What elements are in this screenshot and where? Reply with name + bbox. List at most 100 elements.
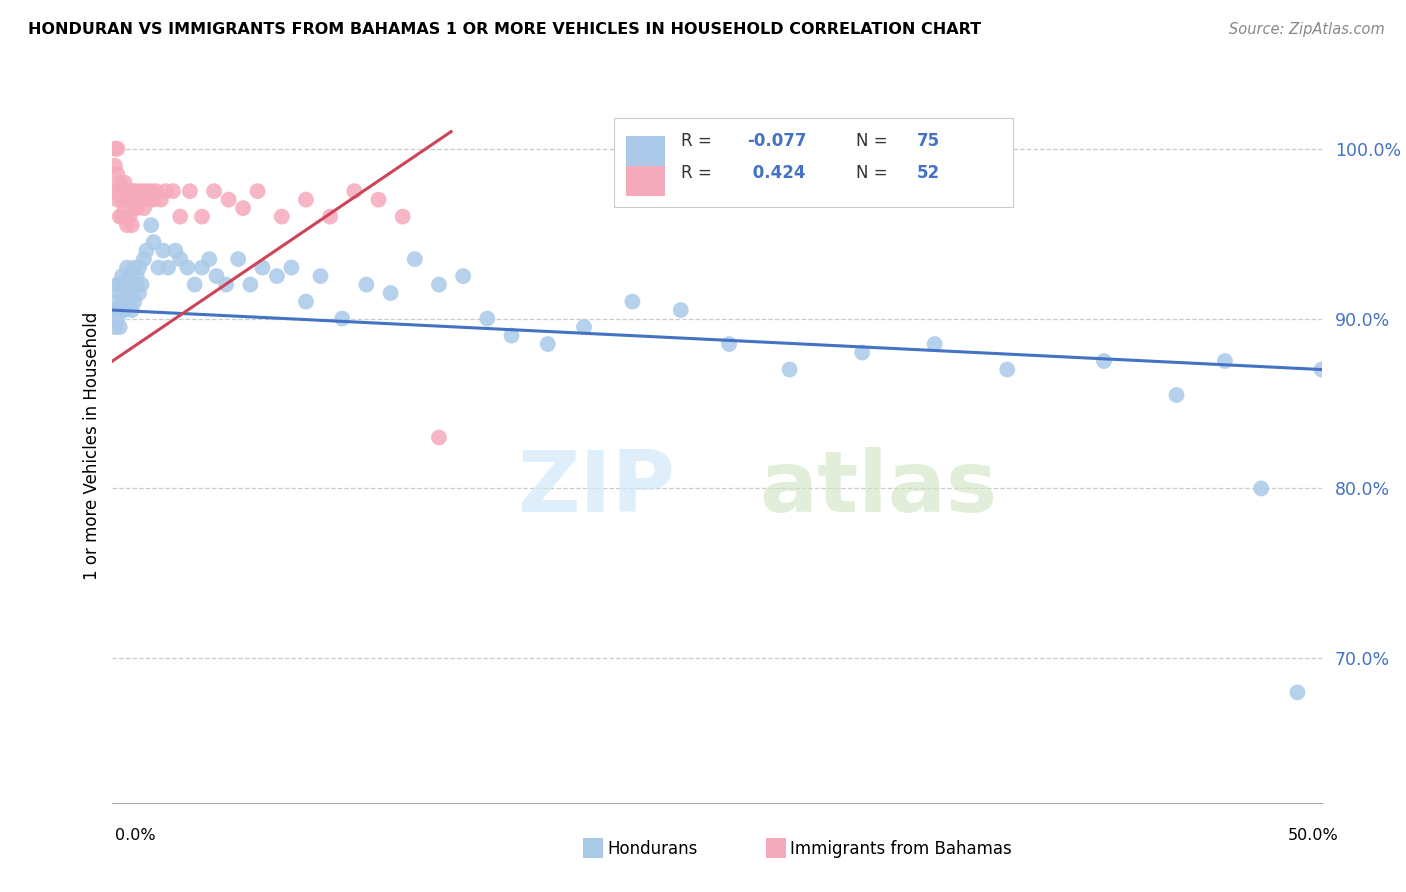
Point — [145, 184, 167, 198]
Point — [108, 320, 131, 334]
Point — [121, 184, 143, 198]
Point — [179, 184, 201, 198]
Point — [191, 210, 214, 224]
Point — [330, 311, 353, 326]
Point — [104, 184, 127, 198]
Point — [131, 277, 153, 292]
Point — [266, 269, 288, 284]
Point — [165, 244, 187, 258]
Point — [427, 430, 450, 444]
Point — [115, 260, 138, 275]
Point — [118, 269, 141, 284]
Text: -0.077: -0.077 — [748, 132, 807, 150]
Point — [128, 260, 150, 275]
Point — [132, 252, 155, 266]
Text: Immigrants from Bahamas: Immigrants from Bahamas — [790, 840, 1012, 858]
Point — [135, 244, 157, 258]
Point — [205, 269, 228, 284]
Point — [122, 184, 145, 198]
Point — [1213, 354, 1236, 368]
Point — [718, 337, 741, 351]
Point — [115, 193, 138, 207]
Point — [1286, 685, 1309, 699]
Point — [115, 218, 138, 232]
Point — [114, 294, 136, 309]
Point — [246, 184, 269, 198]
Point — [105, 294, 128, 309]
Text: ZIP: ZIP — [517, 447, 675, 531]
Point — [270, 210, 292, 224]
Point — [1092, 354, 1115, 368]
Point — [142, 193, 165, 207]
Point — [108, 210, 131, 224]
Text: R =: R = — [681, 132, 717, 150]
Point — [142, 235, 165, 249]
Point — [115, 277, 138, 292]
Point — [118, 193, 141, 207]
Point — [118, 184, 141, 198]
Point — [131, 184, 153, 198]
Point — [851, 345, 873, 359]
Point — [183, 277, 205, 292]
Point — [295, 193, 318, 207]
Point — [114, 176, 136, 190]
Point — [104, 159, 127, 173]
Text: HONDURAN VS IMMIGRANTS FROM BAHAMAS 1 OR MORE VEHICLES IN HOUSEHOLD CORRELATION : HONDURAN VS IMMIGRANTS FROM BAHAMAS 1 OR… — [28, 22, 981, 37]
Point — [138, 193, 160, 207]
Point — [404, 252, 426, 266]
Point — [1310, 362, 1333, 376]
Point — [380, 286, 402, 301]
Point — [111, 210, 134, 224]
Text: N =: N = — [856, 164, 893, 182]
Text: 52: 52 — [917, 164, 939, 182]
Point — [149, 193, 172, 207]
Text: 0.0%: 0.0% — [115, 828, 156, 843]
Point — [114, 277, 136, 292]
Point — [1166, 388, 1188, 402]
Point — [105, 142, 128, 156]
Point — [669, 303, 692, 318]
Point — [367, 193, 389, 207]
Point — [114, 201, 136, 215]
Point — [118, 210, 141, 224]
Point — [114, 210, 136, 224]
Bar — [614, 118, 1014, 207]
Bar — [626, 166, 665, 196]
Point — [121, 277, 143, 292]
Text: N =: N = — [856, 132, 893, 150]
Text: Source: ZipAtlas.com: Source: ZipAtlas.com — [1229, 22, 1385, 37]
Point — [356, 277, 378, 292]
Point — [501, 328, 523, 343]
Point — [105, 167, 128, 181]
Point — [114, 303, 136, 318]
Point — [118, 294, 141, 309]
Y-axis label: 1 or more Vehicles in Household: 1 or more Vehicles in Household — [83, 312, 101, 580]
Point — [128, 286, 150, 301]
Point — [108, 303, 131, 318]
Point — [121, 193, 143, 207]
Point — [391, 210, 413, 224]
Point — [1250, 482, 1272, 496]
Point — [122, 260, 145, 275]
Point — [135, 184, 157, 198]
Point — [155, 184, 177, 198]
Point — [104, 142, 127, 156]
Point — [141, 184, 163, 198]
Point — [309, 269, 332, 284]
Point — [218, 193, 240, 207]
Point — [105, 277, 128, 292]
Point — [198, 252, 221, 266]
Point — [118, 286, 141, 301]
Point — [115, 286, 138, 301]
Text: R =: R = — [681, 164, 717, 182]
Point — [152, 244, 174, 258]
Point — [232, 201, 254, 215]
Point — [924, 337, 946, 351]
Point — [108, 184, 131, 198]
Point — [148, 260, 170, 275]
Point — [141, 218, 163, 232]
Point — [215, 277, 238, 292]
Point — [226, 252, 249, 266]
Point — [319, 210, 342, 224]
Point — [104, 303, 127, 318]
